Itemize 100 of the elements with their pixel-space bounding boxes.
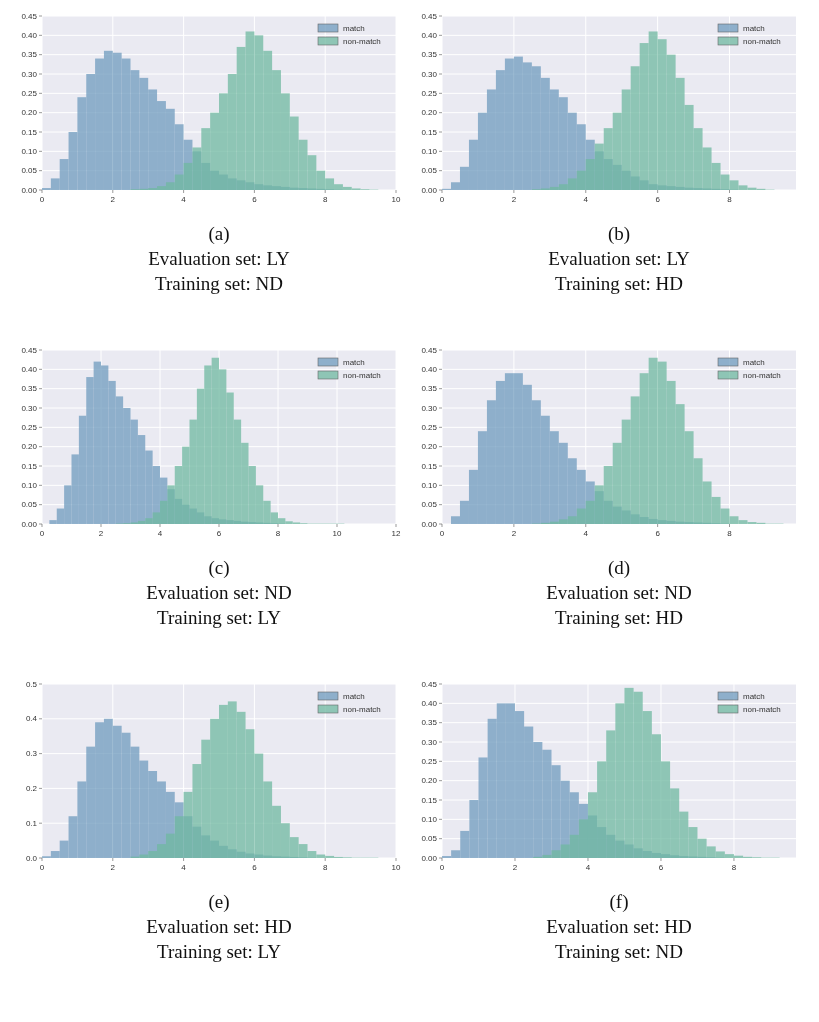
y-tick-label: 0.00	[421, 853, 438, 863]
text: Training set: ND	[554, 941, 684, 962]
y-tick-label: 0.30	[421, 69, 438, 79]
y-tick-label: 0.25	[421, 88, 438, 98]
y-tick-label: 0.15	[21, 127, 38, 137]
x-tick-label: 10	[391, 863, 401, 872]
y-tick-label: 0.30	[421, 737, 438, 747]
legend-label: non-match	[743, 705, 781, 714]
y-tick-label: 0.20	[421, 776, 438, 786]
y-tick-label: 0.40	[21, 30, 38, 40]
legend-label: match	[743, 24, 765, 33]
y-tick-label: 0.45	[21, 11, 38, 21]
x-tick-label: 6	[655, 529, 661, 538]
y-tick-label: 0.0	[25, 853, 38, 863]
y-tick-label: 0.00	[421, 185, 438, 195]
y-tick-label: 0.15	[421, 795, 438, 805]
y-tick-label: 0.05	[421, 834, 438, 844]
text: Evaluation set: LY	[548, 248, 691, 269]
y-tick-label: 0.35	[421, 384, 438, 394]
x-tick-label: 4	[583, 529, 589, 538]
y-tick-label: 0.05	[21, 500, 38, 510]
y-tick-label: 0.10	[421, 480, 438, 490]
y-tick-label: 0.25	[421, 756, 438, 766]
x-tick-label: 0	[39, 195, 45, 204]
legend-label: non-match	[743, 37, 781, 46]
legend-label: match	[343, 692, 365, 701]
text: Training set: LY	[156, 607, 282, 628]
text: Evaluation set: LY	[148, 248, 291, 269]
x-tick-label: 2	[110, 195, 116, 204]
x-tick-label: 4	[585, 863, 591, 872]
legend-label: match	[743, 358, 765, 367]
x-tick-label: 8	[322, 195, 328, 204]
y-tick-label: 0.05	[21, 166, 38, 176]
x-tick-label: 6	[252, 195, 258, 204]
x-tick-label: 12	[391, 529, 401, 538]
x-tick-label: 0	[39, 529, 45, 538]
x-tick-label: 2	[512, 863, 518, 872]
text: Training set: LY	[156, 941, 282, 962]
y-tick-label: 0.25	[21, 422, 38, 432]
x-tick-label: 2	[98, 529, 104, 538]
x-tick-label: 2	[511, 195, 517, 204]
text: (d)	[607, 557, 631, 579]
x-tick-label: 4	[181, 863, 187, 872]
y-tick-label: 0.30	[421, 403, 438, 413]
x-tick-label: 8	[275, 529, 281, 538]
legend-label: non-match	[743, 371, 781, 380]
y-tick-label: 0.10	[421, 146, 438, 156]
y-tick-label: 0.20	[421, 108, 438, 118]
text: (b)	[607, 223, 631, 245]
x-tick-label: 8	[322, 863, 328, 872]
y-tick-label: 0.20	[421, 442, 438, 452]
legend-label: match	[343, 24, 365, 33]
y-tick-label: 0.35	[421, 50, 438, 60]
text: Training set: HD	[554, 273, 684, 294]
x-tick-label: 8	[731, 863, 737, 872]
y-tick-label: 0.30	[21, 69, 38, 79]
x-tick-label: 8	[727, 529, 733, 538]
x-tick-label: 2	[110, 863, 116, 872]
legend-label: non-match	[343, 705, 381, 714]
y-tick-label: 0.15	[421, 127, 438, 137]
y-tick-label: 0.00	[21, 185, 38, 195]
y-tick-label: 0.30	[21, 403, 38, 413]
x-tick-label: 4	[157, 529, 163, 538]
y-tick-label: 0.5	[25, 679, 38, 689]
y-tick-label: 0.35	[21, 384, 38, 394]
x-tick-label: 6	[658, 863, 664, 872]
y-tick-label: 0.35	[421, 718, 438, 728]
x-tick-label: 10	[391, 195, 401, 204]
x-tick-label: 6	[252, 863, 258, 872]
text: Evaluation set: HD	[546, 916, 692, 937]
y-tick-label: 0.25	[21, 88, 38, 98]
text: Training set: ND	[154, 273, 284, 294]
y-tick-label: 0.40	[21, 364, 38, 374]
y-tick-label: 0.15	[421, 461, 438, 471]
x-tick-label: 4	[181, 195, 187, 204]
x-tick-label: 6	[216, 529, 222, 538]
x-tick-label: 0	[439, 529, 445, 538]
y-tick-label: 0.20	[21, 442, 38, 452]
y-tick-label: 0.20	[21, 108, 38, 118]
text: Evaluation set: ND	[146, 582, 292, 603]
x-tick-label: 0	[39, 863, 45, 872]
y-tick-label: 0.45	[421, 11, 438, 21]
y-tick-label: 0.40	[421, 30, 438, 40]
text: (a)	[208, 223, 230, 245]
y-tick-label: 0.1	[25, 818, 38, 828]
y-tick-label: 0.05	[421, 500, 438, 510]
x-tick-label: 2	[511, 529, 517, 538]
y-tick-label: 0.45	[21, 345, 38, 355]
y-tick-label: 0.45	[421, 345, 438, 355]
x-tick-label: 4	[583, 195, 589, 204]
text: (c)	[208, 557, 230, 579]
y-tick-label: 0.10	[21, 480, 38, 490]
y-tick-label: 0.00	[421, 519, 438, 529]
x-tick-label: 0	[439, 863, 445, 872]
y-tick-label: 0.05	[421, 166, 438, 176]
y-tick-label: 0.2	[25, 783, 38, 793]
text: Training set: HD	[554, 607, 684, 628]
y-tick-label: 0.15	[21, 461, 38, 471]
x-tick-label: 8	[727, 195, 733, 204]
legend-label: match	[343, 358, 365, 367]
